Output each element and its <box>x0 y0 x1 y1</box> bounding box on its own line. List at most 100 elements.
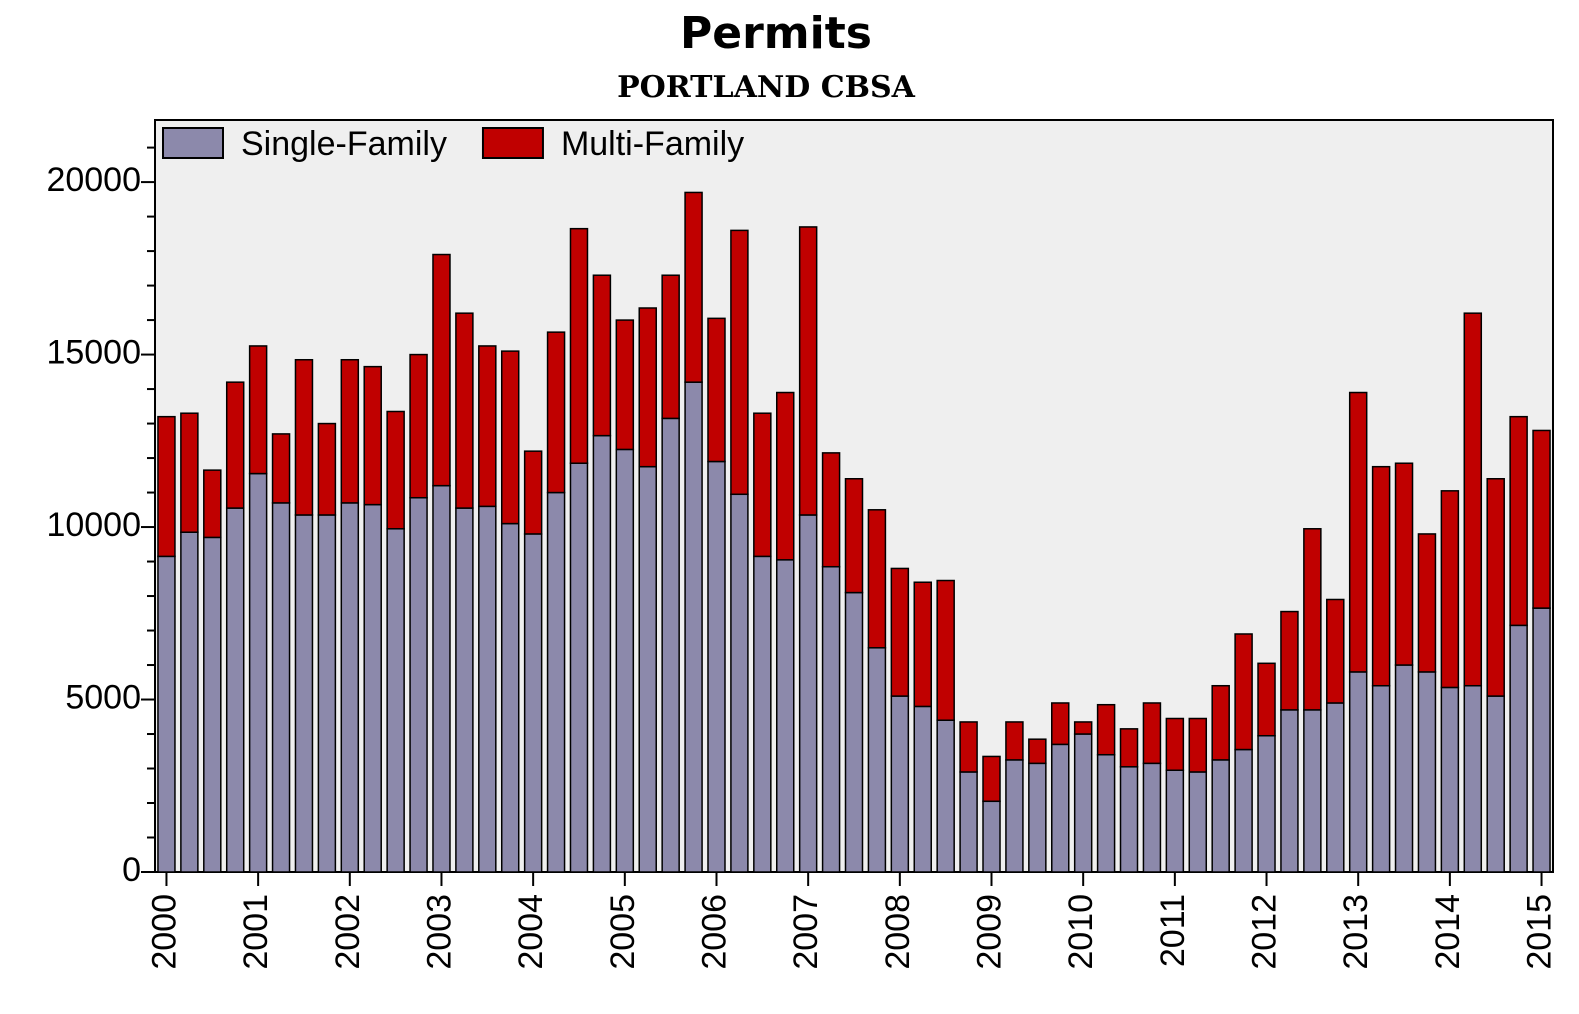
x-tick-label: 2007 <box>787 894 825 970</box>
bar-segment <box>615 448 635 873</box>
bar-segment <box>478 505 497 873</box>
bar-segment <box>363 503 382 873</box>
y-tick-label: 0 <box>122 851 141 889</box>
bar-segment <box>936 579 955 721</box>
bar-segment <box>157 555 176 873</box>
bar-segment <box>1096 703 1116 756</box>
bar-segment <box>1532 607 1551 873</box>
bar-segment <box>1394 664 1414 873</box>
bar-segment <box>592 274 612 437</box>
bar-segment <box>775 391 795 561</box>
bar-segment <box>730 229 749 496</box>
bar-segment <box>1394 462 1414 666</box>
bar-segment <box>1280 709 1299 873</box>
x-tick-label: 2003 <box>420 894 458 970</box>
legend-swatch <box>162 127 224 159</box>
bar-segment <box>890 695 910 873</box>
bar-segment <box>1211 759 1230 873</box>
x-tick-label: 2000 <box>145 894 183 970</box>
bar-segment <box>707 317 726 463</box>
bar-segment <box>1119 728 1139 768</box>
bar-segment <box>730 493 749 873</box>
bar-segment <box>248 472 268 873</box>
bar-segment <box>959 721 978 773</box>
legend-label: Multi-Family <box>561 125 744 163</box>
x-tick-label: 2015 <box>1521 894 1559 970</box>
bar-segment <box>432 253 451 487</box>
bar-segment <box>638 307 657 468</box>
bar-segment <box>661 274 680 420</box>
bar-segment <box>500 522 520 873</box>
bar-segment <box>775 559 795 873</box>
bar-segment <box>1371 465 1391 687</box>
bar-segment <box>1463 312 1483 687</box>
x-tick-label: 2012 <box>1246 894 1284 970</box>
bar-segment <box>409 353 428 499</box>
bar-segment <box>1142 762 1162 873</box>
bar-segment <box>317 514 337 873</box>
bar-segment <box>798 514 818 873</box>
legend-label: Single-Family <box>241 125 447 163</box>
bar-segment <box>890 567 910 697</box>
bar-segment <box>936 719 955 873</box>
bar-segment <box>546 491 566 873</box>
bar-segment <box>1280 610 1299 711</box>
bar-segment <box>844 478 864 594</box>
bar-segment <box>1326 702 1345 873</box>
bar-segment <box>569 227 589 464</box>
bar-segment <box>157 415 176 558</box>
bar-segment <box>1303 709 1322 873</box>
bar-segment <box>867 647 887 873</box>
bar-segment <box>1211 684 1230 761</box>
bar-segment <box>1303 528 1322 711</box>
bar-segment <box>821 452 841 568</box>
bar-segment <box>523 450 543 535</box>
bar-segment <box>1532 429 1551 609</box>
bar-segment <box>1165 717 1185 771</box>
bar-segment <box>225 381 245 509</box>
bar-segment <box>1509 624 1528 873</box>
y-tick-label: 20000 <box>46 161 141 199</box>
bar-segment <box>615 319 635 451</box>
x-tick-label: 2009 <box>970 894 1008 970</box>
bar-segment <box>203 536 222 873</box>
bar-segment <box>386 528 405 873</box>
bar-segment <box>1028 762 1047 873</box>
bar-segment <box>1005 759 1024 873</box>
bar-segment <box>1073 721 1093 735</box>
bar-segment <box>500 350 520 525</box>
bar-segment <box>294 514 314 873</box>
x-tick-label: 2006 <box>695 894 733 970</box>
bar-segment <box>455 507 474 873</box>
y-tick-label: 15000 <box>46 334 141 372</box>
bar-segment <box>982 800 1001 873</box>
bar-segment <box>753 412 772 558</box>
x-tick-label: 2004 <box>512 894 550 970</box>
bar-segment <box>340 502 360 873</box>
bar-segment <box>844 591 864 873</box>
bar-segment <box>1005 721 1024 761</box>
x-tick-label: 2010 <box>1062 894 1100 970</box>
bar-segment <box>1440 686 1460 873</box>
bar-segment <box>982 755 1001 803</box>
bar-segment <box>1234 633 1253 751</box>
bar-segment <box>707 460 726 873</box>
bar-segment <box>913 705 933 873</box>
bar-segment <box>248 345 268 475</box>
y-tick-label: 10000 <box>46 506 141 544</box>
x-tick-label: 2002 <box>329 894 367 970</box>
bar-segment <box>523 533 543 873</box>
x-tick-label: 2013 <box>1337 894 1375 970</box>
bar-segment <box>1188 771 1208 873</box>
bar-segment <box>569 462 589 873</box>
bar-segment <box>1096 753 1116 873</box>
bar-segment <box>478 345 497 508</box>
bar-segment <box>1440 490 1460 689</box>
bar-segment <box>638 465 657 873</box>
bar-segment <box>592 434 612 873</box>
bar-segment <box>1257 734 1276 873</box>
bar-segment <box>363 365 382 506</box>
bar-segment <box>1486 695 1505 873</box>
bar-segment <box>180 412 199 533</box>
x-tick-label: 2005 <box>604 894 642 970</box>
